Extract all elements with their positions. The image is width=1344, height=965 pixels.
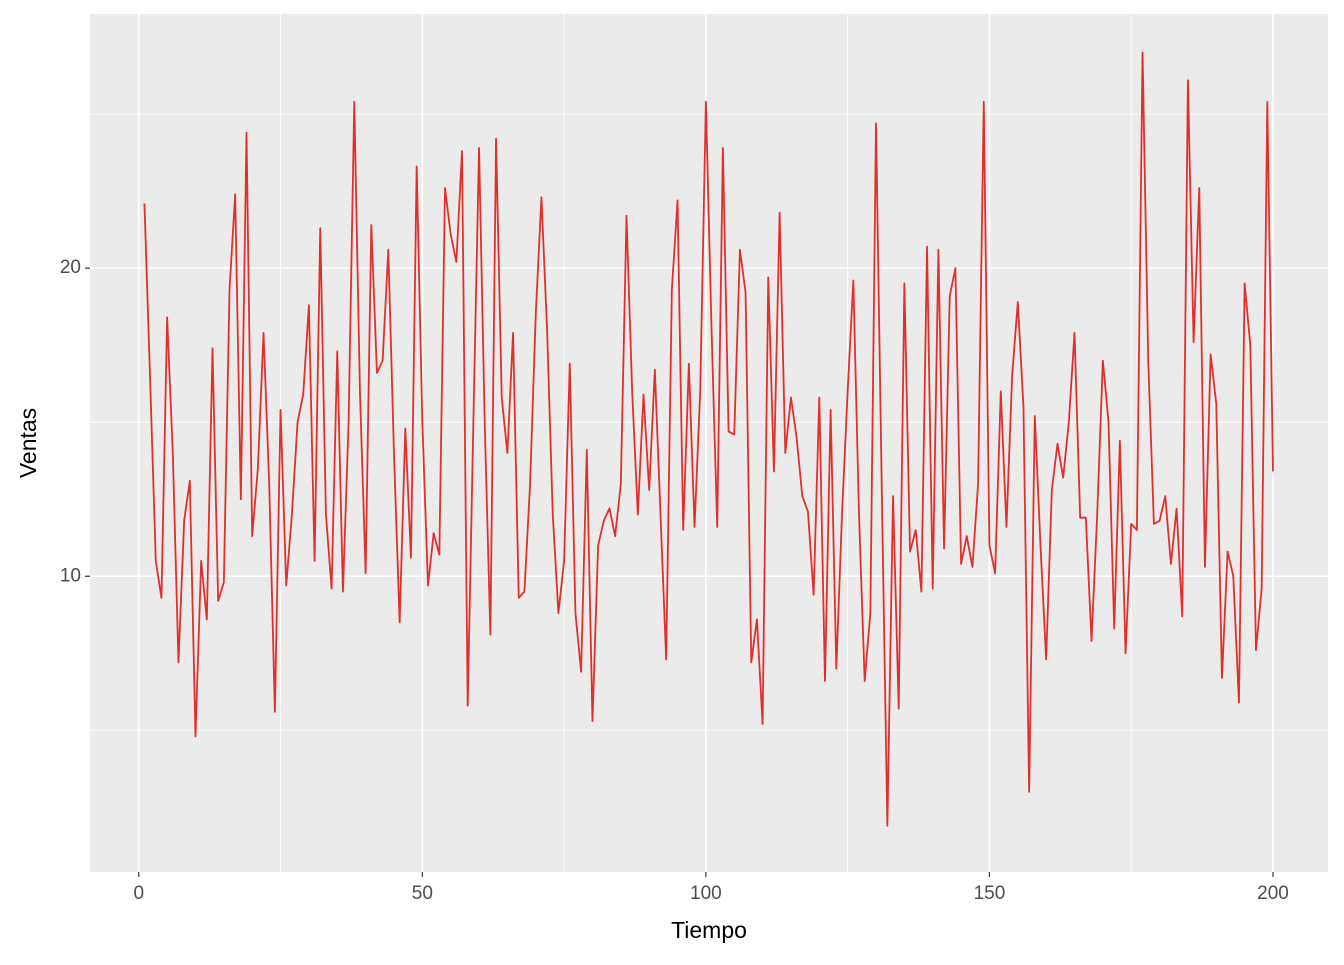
line [143,51,1274,827]
x-tick-label: 50 [412,883,433,904]
y-axis-title: Ventas [15,408,41,478]
x-tick-label: 100 [690,883,722,904]
x-tick-label: 0 [133,883,144,904]
x-axis-title: Tiempo [671,917,747,943]
x-tick-label: 200 [1257,883,1289,904]
y-tick-label: 10 [60,565,81,586]
y-tick-label: 20 [60,257,81,278]
x-tick-label: 150 [974,883,1006,904]
